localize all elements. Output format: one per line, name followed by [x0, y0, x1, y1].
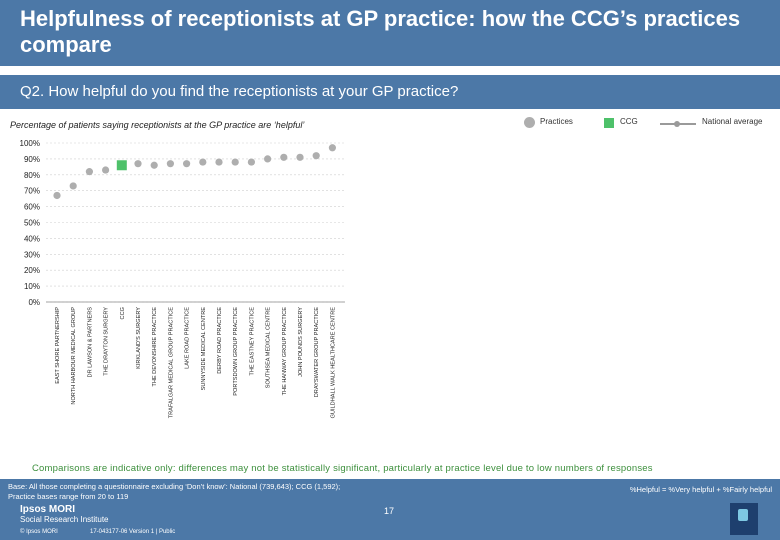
practice-point [134, 160, 142, 168]
footer-band: Base: All those completing a questionnai… [0, 479, 780, 540]
y-tick-label: 30% [24, 250, 40, 259]
x-tick-label: THE EASTNEY PRACTICE [249, 307, 255, 376]
x-tick-label: DRAYSWATER GROUP PRACTICE [314, 307, 320, 398]
y-tick-label: 90% [24, 155, 40, 164]
x-tick-label: SUNNYSIDE MEDICAL CENTRE [201, 307, 207, 391]
legend-practices-label: Practices [540, 117, 573, 126]
x-tick-label: DR LAWSON & PARTNERS [87, 307, 93, 378]
practice-point [312, 152, 320, 160]
helpful-definition: %Helpful = %Very helpful + %Fairly helpf… [629, 485, 772, 494]
practice-point [328, 144, 336, 152]
x-tick-label: NORTH HARBOUR MEDICAL GROUP [71, 307, 77, 405]
x-tick-label: DERBY ROAD PRACTICE [217, 307, 223, 374]
practice-point [102, 166, 110, 174]
practices-chart: 0% 10% 20% 30% 40% 50% 60% 70% 80% 90% 100% EAST SH… [20, 139, 345, 419]
x-tick-label: KIRKLAND'S SURGERY [136, 307, 142, 369]
practice-point [247, 158, 255, 166]
practice-point [150, 161, 158, 169]
y-tick-label: 60% [24, 203, 40, 212]
x-tick-label: THE DRAYTON SURGERY [104, 307, 110, 376]
x-tick-label: THE DEVONSHIRE PRACTICE [152, 307, 158, 387]
practice-point [183, 160, 191, 168]
x-tick-label: EAST SHORE PARTNERSHIP [55, 307, 61, 384]
job-reference: 17-043177-06 Version 1 | Public [90, 529, 176, 535]
legend-ccg-marker [604, 118, 614, 128]
legend-national-label: National average [702, 117, 763, 126]
base-note-line1: Base: All those completing a questionnai… [8, 482, 341, 491]
practice-point [199, 158, 207, 166]
caveat-note: Comparisons are indicative only: differe… [32, 463, 653, 474]
x-tick-label: SOUTHSEA MEDICAL CENTRE [266, 307, 272, 388]
practice-point [69, 182, 77, 190]
y-tick-label: 70% [24, 187, 40, 196]
y-tick-label: 10% [24, 282, 40, 291]
legend-practices-marker [524, 117, 535, 128]
practice-point [280, 153, 288, 161]
ccg-point [116, 160, 127, 171]
x-tick-label: LAKE ROAD PRACTICE [185, 307, 191, 369]
x-tick-label: GUILDHALL WALK HEALTHCARE CENTRE [330, 307, 336, 419]
practice-point [85, 168, 93, 176]
practice-point [231, 158, 239, 166]
page-title: Helpfulness of receptionists at GP pract… [20, 6, 741, 57]
legend-national-marker [660, 121, 696, 127]
page-number: 17 [384, 506, 395, 516]
ipsos-logo-subtext: Social Research Institute [20, 515, 109, 524]
ipsos-logo-icon [730, 503, 758, 535]
chart-subtitle: Percentage of patients saying receptioni… [10, 120, 305, 130]
copyright: © Ipsos MORI [20, 529, 58, 535]
question-band: Q2. How helpful do you find the receptio… [0, 75, 780, 109]
x-tick-label: TRAFALGAR MEDICAL GROUP PRACTICE [168, 307, 174, 419]
ipsos-logo-text: Ipsos MORI [20, 504, 76, 515]
y-tick-label: 80% [24, 171, 40, 180]
practice-point [53, 191, 61, 200]
y-tick-label: 20% [24, 266, 40, 275]
practice-point [264, 155, 272, 163]
header-band: Helpfulness of receptionists at GP pract… [0, 0, 780, 66]
y-tick-label: 40% [24, 234, 40, 243]
y-tick-label: 0% [28, 298, 40, 307]
question-text: Q2. How helpful do you find the receptio… [20, 83, 459, 100]
practice-point [166, 160, 174, 168]
y-tick-label: 50% [24, 219, 40, 228]
x-tick-label: CCG [120, 307, 126, 319]
x-tick-label: PORTSDOWN GROUP PRACTICE [233, 307, 239, 396]
legend-ccg-label: CCG [620, 117, 638, 126]
y-tick-label: 100% [20, 139, 40, 148]
x-tick-label: JOHN POUNDS SURGERY [298, 307, 304, 377]
practice-point [296, 153, 304, 161]
base-note: Base: All those completing a questionnai… [8, 482, 428, 502]
practice-point [215, 158, 223, 166]
x-tick-label: THE HANWAY GROUP PRACTICE [282, 307, 288, 396]
base-note-line2: Practice bases range from 20 to 119 [8, 492, 129, 501]
